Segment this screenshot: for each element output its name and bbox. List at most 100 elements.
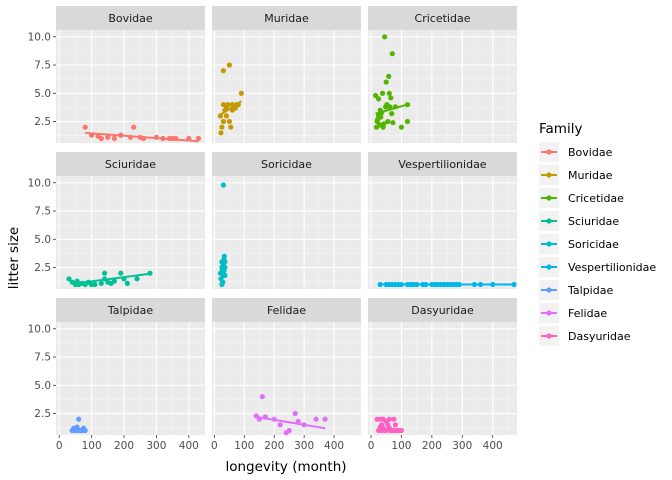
gridlines [56,176,205,289]
data-point [322,416,328,422]
legend-entry: Bovidae [539,142,613,162]
data-point [105,134,111,140]
data-point [390,120,396,126]
legend-key-point [546,241,552,247]
legend-key-point [546,333,552,339]
facet-strip-label: Felidae [267,304,306,317]
panel-background [56,176,205,289]
data-point [195,135,202,142]
legend-label: Vespertilionidae [568,261,656,274]
gridlines [212,322,361,435]
panel-background [56,322,205,435]
data-point [220,68,226,74]
y-tick-label: 5.0 [34,234,51,246]
facet-strip-label: Muridae [264,12,309,25]
data-point [392,422,398,428]
gridlines [56,30,205,143]
legend-key-point [546,195,552,201]
y-tick-label: 7.5 [34,352,51,364]
y-tick-label: 5.0 [34,88,51,100]
facet-panel: Vespertilionidae [368,152,517,289]
x-tick-label: 300 [452,440,472,452]
facet-strip-label: Vespertilionidae [398,158,486,171]
x-tick-label: 200 [264,440,284,452]
y-axis-title: litter size [6,227,22,289]
legend-label: Talpidae [567,284,613,297]
facet-panel: Bovidae 2.5 5.0 7.5 10.0 [28,6,205,143]
legend-entry: Soricidae [539,234,619,254]
panel-background [212,176,361,289]
data-point [386,90,392,96]
data-point [225,102,231,108]
data-point [286,427,292,434]
data-point [220,279,226,285]
data-point [404,118,411,125]
legend-label: Felidae [568,307,607,320]
data-point [386,73,392,79]
data-point [218,130,224,136]
facet-panel: Soricidae [212,152,361,289]
x-tick-label: 400 [179,440,199,452]
data-point [131,124,137,130]
facet-strip-label: Cricetidae [415,12,471,25]
trend-line [256,415,326,430]
trend-line [85,131,199,143]
data-point [398,124,404,130]
y-tick-label: 10.0 [28,323,51,335]
panel-background [368,30,517,143]
data-point [292,410,298,417]
data-point [124,280,130,286]
facet-strip-label: Soricidae [261,158,312,171]
legend-entry: Vespertilionidae [539,257,656,277]
data-point [387,104,393,110]
data-point [385,118,391,125]
data-point [388,95,394,101]
x-axis-title: longevity (month) [225,459,346,475]
legend-entry: Dasyuridae [539,326,631,346]
data-point [378,114,384,120]
facet-strip [212,152,361,176]
x-tick-label: 0 [368,440,375,452]
facet-panel: Muridae [212,6,361,143]
x-tick-label: 400 [324,440,344,452]
data-point [259,394,265,400]
data-point [376,96,382,102]
legend-entry: Sciuridae [539,211,619,231]
data-point [389,51,395,57]
data-point [220,118,226,125]
facet-panel: Dasyuridae 0 100 200 300 400 [368,298,517,452]
legend-entry: Felidae [539,303,607,323]
facet-strip [212,298,361,322]
legend-key-point [546,264,552,270]
data-point [383,79,389,85]
data-point [82,427,88,434]
facet-strip [368,298,517,322]
panel-background [56,30,205,143]
data-point [380,90,386,96]
trend-line [219,100,242,116]
legend-label: Sciuridae [568,215,619,228]
legend-label: Cricetidae [568,192,624,205]
panel-background [212,30,361,143]
legend-key-point [546,149,552,155]
facet-strip [212,6,361,30]
data-point [373,92,379,99]
x-tick-label: 300 [294,440,314,452]
legend-label: Bovidae [568,146,613,159]
facet-strip-label: Talpidae [107,304,153,317]
gridlines [368,322,517,435]
facet-strip-label: Bovidae [108,12,153,25]
legend-key-point [546,172,552,178]
legend-entry: Cricetidae [539,188,624,208]
data-point [66,276,72,282]
legend-key-point [546,310,552,316]
y-tick-label: 10.0 [28,31,51,43]
facet-strip [56,298,205,322]
data-point [313,416,319,422]
facet-strip [368,6,517,30]
legend: Family Bovidae Muridae Cricetidae Sciuridae… [539,121,656,346]
data-point [238,90,244,96]
legend-key-point [546,287,552,293]
legend-label: Soricidae [568,238,619,251]
legend-label: Dasyuridae [568,330,631,343]
